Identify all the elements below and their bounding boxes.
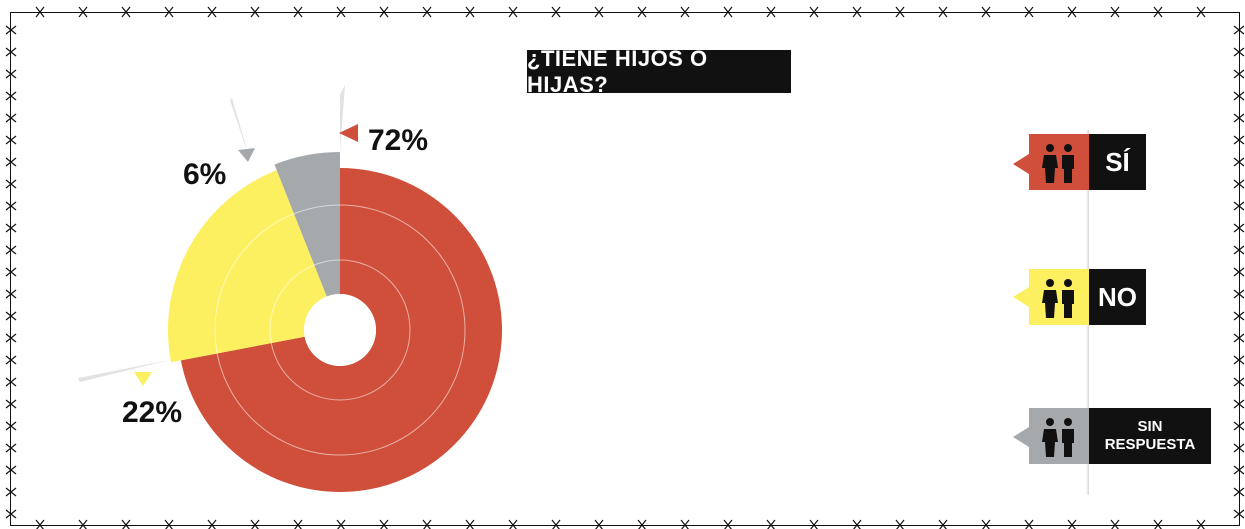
guide-ring-outer — [214, 204, 466, 456]
legend-pointer-sin — [1013, 427, 1029, 447]
label-no-value: 22% — [122, 396, 182, 429]
pointer-no — [78, 360, 170, 382]
slice-si — [180, 168, 503, 493]
family-icon — [1029, 269, 1089, 325]
donut-hole — [304, 294, 376, 366]
legend-label-sin: SIN RESPUESTA — [1089, 408, 1211, 464]
slice-sin-respuesta — [274, 152, 340, 297]
legend-label-sin-line1: SIN — [1137, 418, 1163, 435]
marker-no — [134, 372, 152, 386]
slice-no — [168, 170, 327, 363]
label-sin-value: 6% — [183, 158, 226, 191]
marker-si — [339, 124, 358, 142]
pointer-sin — [230, 98, 250, 160]
barbed-wire-frame — [10, 12, 1240, 526]
chart-title: ¿TIENE HIJOS O HIJAS? — [527, 46, 791, 97]
barbed-wire-ticks — [5, 6, 1245, 529]
legend-label-sin-line2: RESPUESTA — [1104, 436, 1196, 453]
pointer-si — [340, 85, 345, 152]
legend-pointer-no — [1013, 287, 1029, 307]
family-icon — [1029, 134, 1089, 190]
legend-label-no: NO — [1089, 269, 1146, 325]
guide-ring-inner — [269, 259, 411, 401]
marker-sin — [238, 148, 255, 162]
label-si-value: 72% — [368, 124, 428, 157]
legend-label-si: SÍ — [1089, 134, 1146, 190]
legend-pointer-si — [1013, 154, 1029, 174]
family-icon — [1029, 408, 1089, 464]
